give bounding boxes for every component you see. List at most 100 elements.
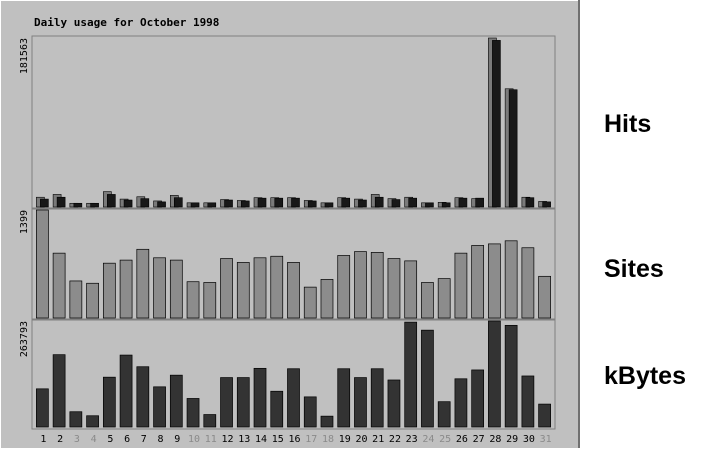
bar-sites (86, 282, 99, 319)
bar-hits-front (274, 197, 284, 208)
bar-hits-front (73, 202, 83, 208)
bar-sites (538, 275, 551, 319)
bar-hits-front (425, 202, 434, 208)
x-tick-label: 1 (40, 434, 46, 445)
bar-sites (236, 262, 250, 319)
bar-hits-front (224, 199, 233, 208)
x-tick-label: 24 (422, 434, 434, 445)
bar-hits-front (257, 197, 267, 208)
bar-sites (253, 257, 267, 319)
panel-border-sites (31, 207, 556, 321)
bar-hits-front (324, 202, 334, 208)
bar-sites (337, 255, 351, 319)
bar-hits-front (90, 202, 99, 208)
bar-kbytes (387, 379, 401, 428)
x-tick-label: 30 (523, 434, 535, 445)
bar-sites (186, 281, 200, 319)
bar-kbytes (220, 377, 233, 428)
bar-kbytes (253, 367, 267, 428)
panel-border-hits (31, 35, 556, 210)
bar-sites (471, 245, 485, 319)
bar-hits-front (56, 196, 66, 208)
bar-sites (504, 240, 518, 319)
chart-title: Daily usage for October 1998 (34, 16, 219, 29)
bar-sites (521, 247, 535, 319)
bar-kbytes (69, 411, 83, 428)
x-tick-label: 18 (322, 434, 334, 445)
x-tick-label: 17 (305, 434, 317, 445)
x-tick-label: 26 (456, 434, 468, 445)
bar-kbytes (102, 376, 116, 428)
x-tick-label: 31 (540, 434, 552, 445)
bar-hits-front (123, 199, 133, 208)
bar-kbytes (320, 415, 334, 428)
bar-sites (203, 282, 217, 319)
bar-sites (169, 259, 183, 319)
x-tick-label: 14 (255, 434, 267, 445)
bar-kbytes (303, 396, 317, 428)
bar-sites (220, 258, 233, 319)
bar-sites (421, 282, 434, 319)
ymax-label-sites: 1399 (19, 210, 30, 234)
bar-sites (354, 251, 367, 319)
bar-hits-front (374, 196, 384, 208)
bar-hits-front (441, 202, 451, 208)
x-tick-label: 12 (222, 434, 234, 445)
bar-hits-front (157, 201, 166, 208)
panel-border-kbytes (31, 318, 556, 430)
x-tick-label: 4 (91, 434, 97, 445)
bar-kbytes (471, 369, 485, 428)
bar-hits-front (174, 197, 183, 208)
bar-kbytes (36, 388, 49, 428)
bar-sites (52, 252, 66, 319)
x-tick-label: 7 (141, 434, 147, 445)
bar-hits-front (458, 197, 468, 208)
bar-hits-front (508, 89, 518, 208)
bar-hits-front (207, 202, 217, 208)
ymax-label-hits: 181563 (19, 38, 30, 74)
bar-sites (69, 280, 83, 319)
bar-kbytes (186, 398, 200, 428)
bar-kbytes (521, 375, 535, 428)
x-tick-label: 6 (124, 434, 130, 445)
x-tick-label: 21 (372, 434, 384, 445)
bar-sites (370, 252, 384, 319)
bar-hits-front (341, 197, 351, 208)
x-tick-label: 11 (205, 434, 217, 445)
x-tick-label: 15 (272, 434, 284, 445)
bar-kbytes (370, 368, 384, 428)
bar-kbytes (538, 403, 551, 428)
bar-hits-front (475, 197, 484, 208)
x-tick-label: 9 (174, 434, 180, 445)
bar-sites (153, 257, 166, 319)
x-tick-label: 27 (473, 434, 485, 445)
bar-kbytes (454, 378, 468, 428)
bar-kbytes (153, 386, 166, 428)
bar-sites (437, 278, 451, 319)
bar-hits-front (240, 200, 250, 208)
x-tick-label: 22 (389, 434, 401, 445)
bar-sites (488, 243, 501, 319)
bar-sites (270, 255, 284, 319)
panel-label-sites: Sites (604, 255, 664, 283)
bar-sites (136, 248, 150, 319)
bar-hits-front (291, 197, 300, 208)
x-tick-label: 25 (439, 434, 451, 445)
bar-kbytes (119, 354, 133, 428)
bar-hits-front (408, 197, 417, 208)
x-tick-label: 10 (188, 434, 200, 445)
bar-sites (303, 286, 317, 319)
bar-kbytes (504, 324, 518, 428)
bar-kbytes (52, 354, 66, 428)
bar-sites (320, 279, 334, 319)
x-tick-label: 13 (238, 434, 250, 445)
bar-hits-front (525, 197, 535, 208)
bar-kbytes (169, 374, 183, 428)
x-tick-label: 19 (339, 434, 351, 445)
bar-kbytes (236, 377, 250, 428)
bar-hits-front (40, 198, 49, 208)
bar-kbytes (404, 321, 418, 428)
bar-kbytes (203, 414, 217, 428)
